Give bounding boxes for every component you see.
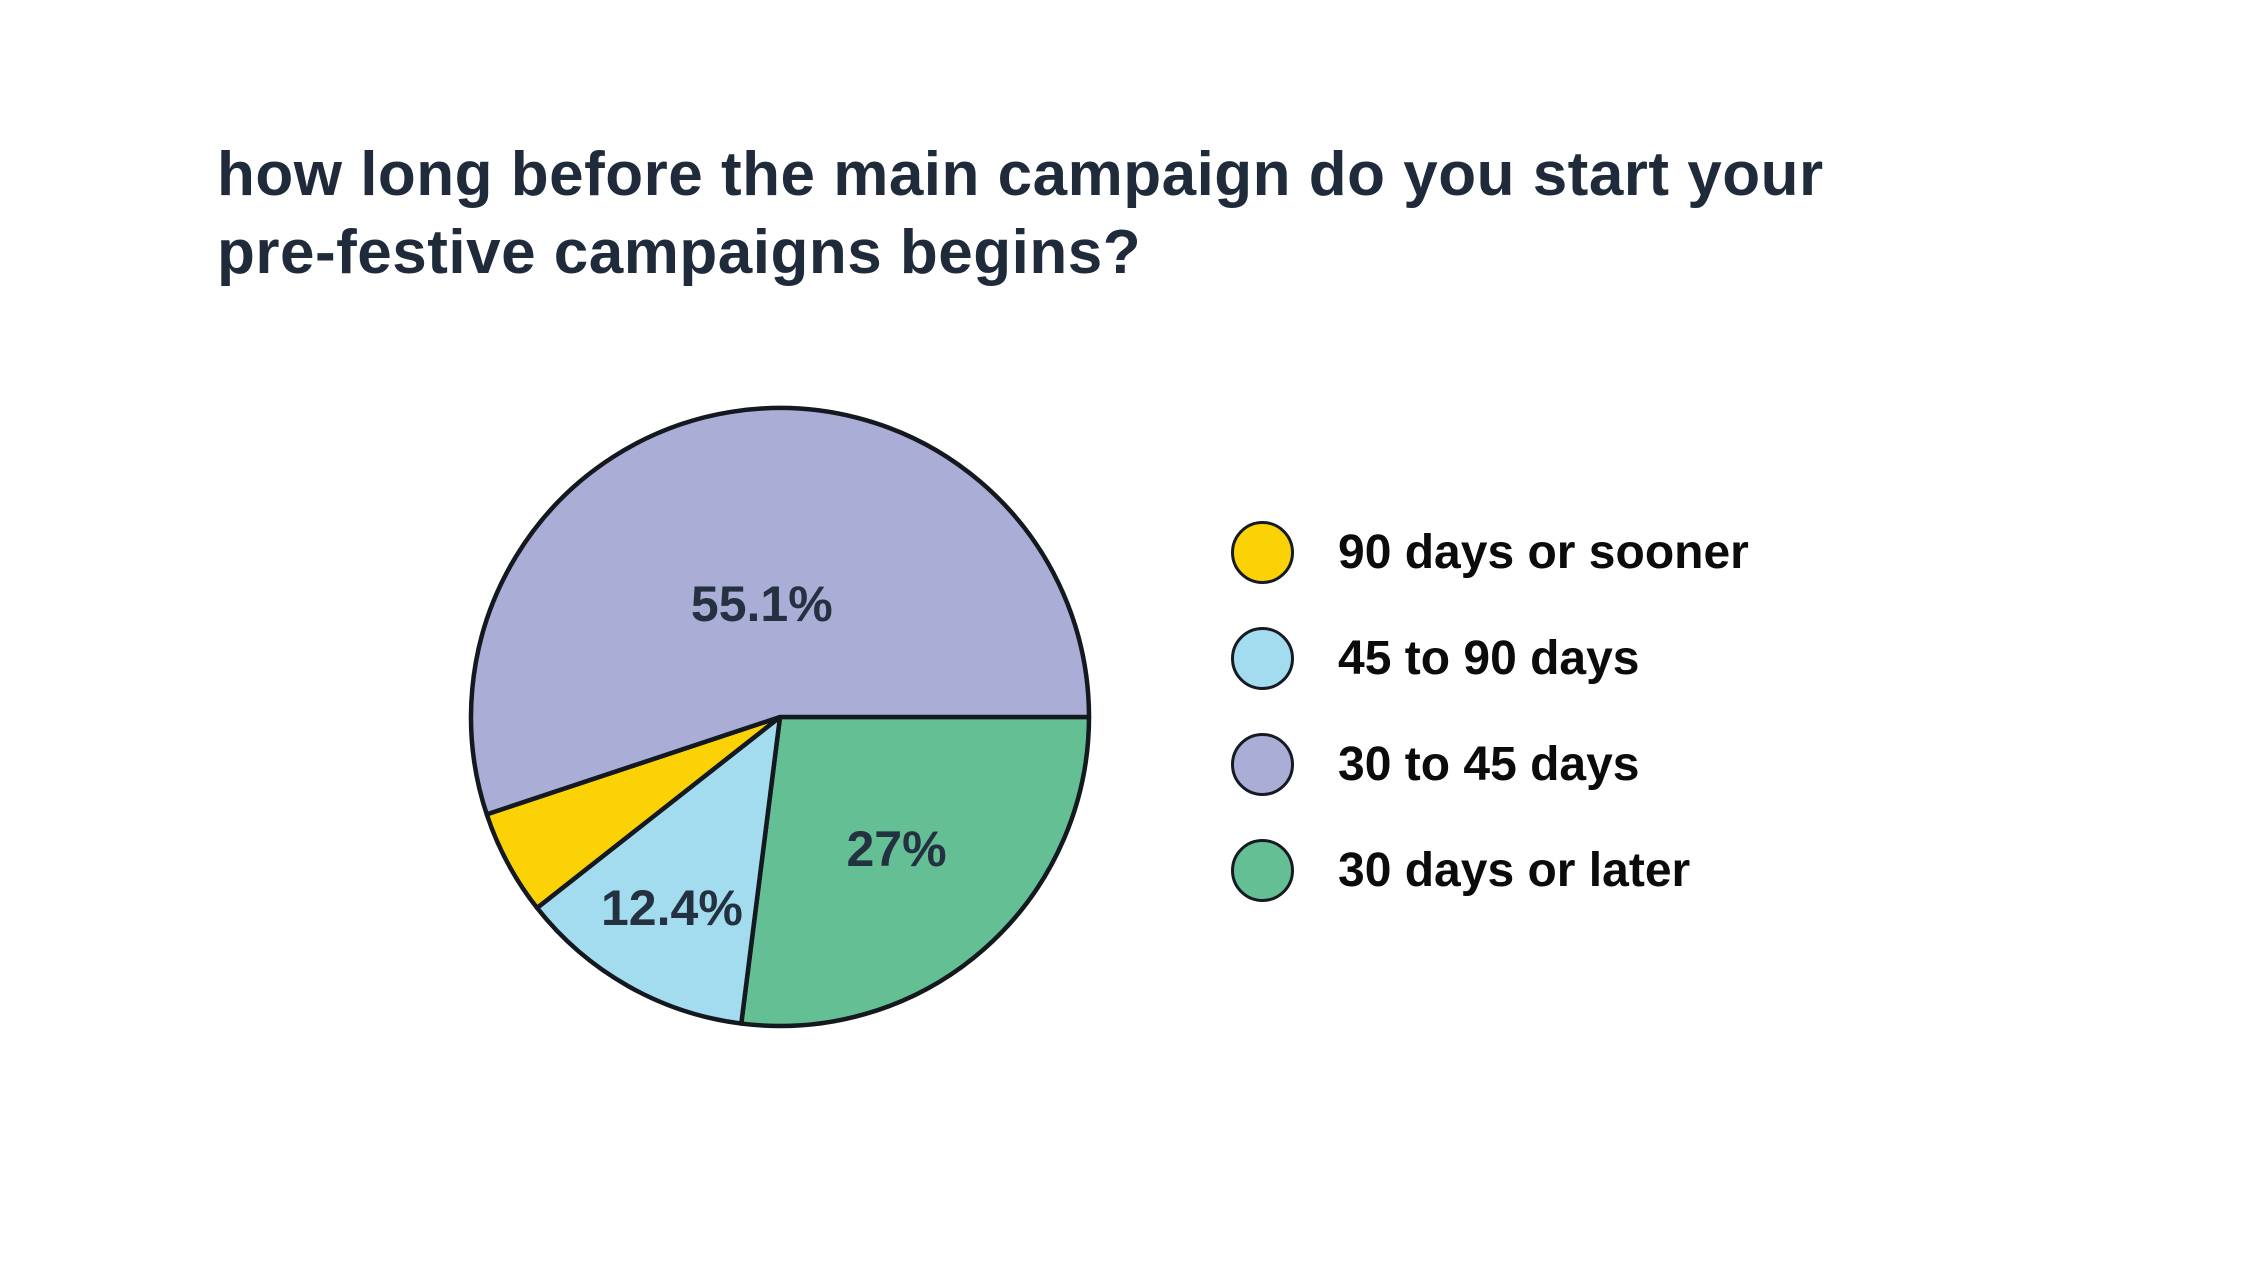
legend-item-label: 45 to 90 days [1338, 632, 1640, 685]
chart-title-line2: pre-festive campaigns begins? [217, 218, 1142, 287]
pie-slice-30-to-45-days [468, 405, 1092, 817]
legend-swatch-icon [1231, 733, 1294, 796]
legend-item-label: 30 to 45 days [1338, 738, 1640, 791]
pie-slice-value-label: 55.1% [691, 576, 833, 632]
chart-title: how long before the main campaign do you… [217, 136, 2017, 292]
legend-item-30-days-or-later: 30 days or later [1231, 839, 1749, 902]
pie-slice-value-label: 12.4% [601, 880, 743, 936]
legend-item-90-days-or-sooner: 90 days or sooner [1231, 521, 1749, 584]
legend-item-45-to-90-days: 45 to 90 days [1231, 627, 1749, 690]
legend: 90 days or sooner 45 to 90 days 30 to 45… [1231, 521, 1749, 902]
legend-item-label: 90 days or sooner [1338, 526, 1749, 579]
pie-chart: 27% 12.4% 55.1% [450, 387, 1110, 1047]
legend-swatch-icon [1231, 627, 1294, 690]
chart-title-line1: how long before the main campaign do you… [217, 140, 1824, 209]
pie-slice-30-days-or-later [739, 714, 1092, 1029]
legend-swatch-icon [1231, 839, 1294, 902]
legend-item-30-to-45-days: 30 to 45 days [1231, 733, 1749, 796]
legend-swatch-icon [1231, 521, 1294, 584]
pie-chart-svg: 27% 12.4% 55.1% [468, 405, 1092, 1029]
pie-slice-value-label: 27% [846, 821, 946, 877]
legend-item-label: 30 days or later [1338, 844, 1691, 897]
pie-slice-45-to-90-days [534, 714, 783, 1026]
